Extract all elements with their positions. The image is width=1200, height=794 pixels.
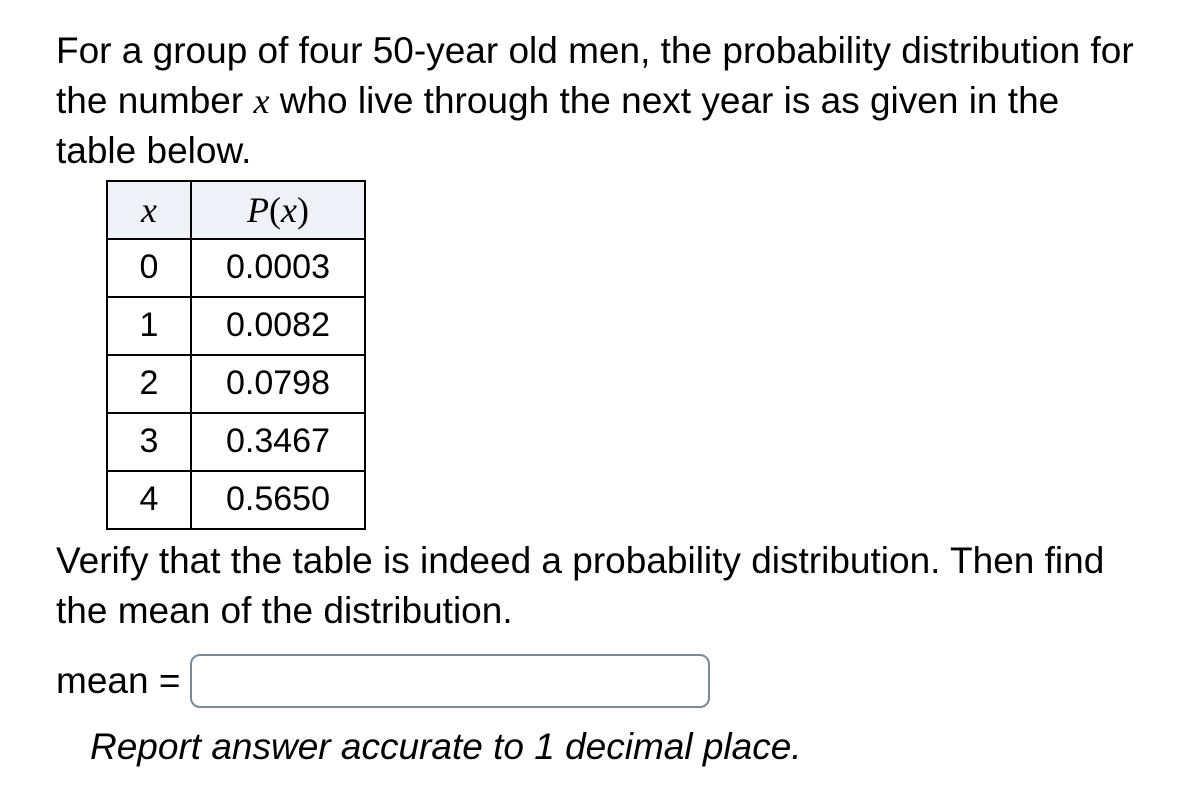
cell-x: 0 (107, 239, 191, 297)
cell-px: 0.3467 (191, 413, 365, 471)
cell-x: 2 (107, 355, 191, 413)
hint-text: Report answer accurate to 1 decimal plac… (90, 726, 1144, 768)
table-row: 1 0.0082 (107, 297, 365, 355)
cell-x: 1 (107, 297, 191, 355)
header-px-close: ) (297, 190, 309, 230)
header-px-var: x (281, 190, 297, 230)
table-row: 4 0.5650 (107, 471, 365, 529)
table-header-row: x P(x) (107, 181, 365, 239)
cell-x: 3 (107, 413, 191, 471)
cell-x: 4 (107, 471, 191, 529)
cell-px: 0.5650 (191, 471, 365, 529)
post-text: Verify that the table is indeed a probab… (56, 536, 1144, 636)
table-row: 3 0.3467 (107, 413, 365, 471)
cell-px: 0.0798 (191, 355, 365, 413)
header-px: P(x) (191, 181, 365, 239)
header-px-P: P (247, 190, 269, 230)
answer-label: mean = (56, 660, 180, 702)
header-px-label: P(x) (247, 190, 309, 230)
probability-table: x P(x) 0 0.0003 1 0.0082 2 0.0798 3 (106, 180, 366, 530)
mean-input[interactable] (190, 654, 710, 708)
table-row: 2 0.0798 (107, 355, 365, 413)
intro-var-x: x (253, 81, 269, 121)
cell-px: 0.0082 (191, 297, 365, 355)
intro-text: For a group of four 50-year old men, the… (56, 26, 1144, 176)
table-row: 0 0.0003 (107, 239, 365, 297)
answer-row: mean = (56, 654, 1144, 708)
header-x-label: x (141, 190, 157, 230)
cell-px: 0.0003 (191, 239, 365, 297)
header-px-open: ( (269, 190, 281, 230)
header-x: x (107, 181, 191, 239)
question-container: For a group of four 50-year old men, the… (0, 0, 1200, 794)
